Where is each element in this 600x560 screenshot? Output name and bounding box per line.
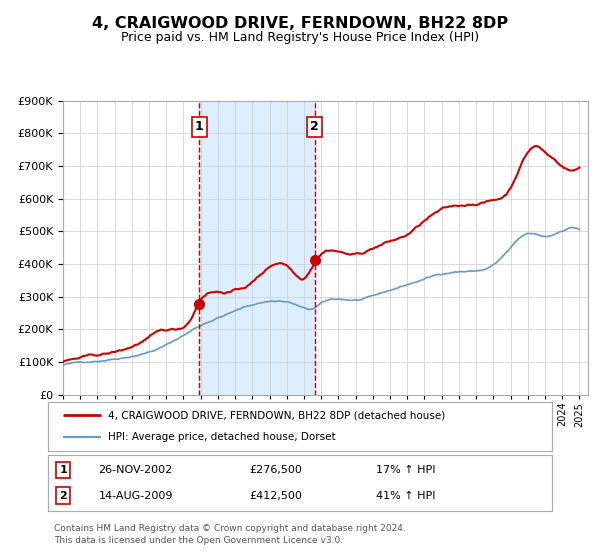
- Text: This data is licensed under the Open Government Licence v3.0.: This data is licensed under the Open Gov…: [54, 536, 343, 545]
- Text: £412,500: £412,500: [250, 491, 302, 501]
- Text: 14-AUG-2009: 14-AUG-2009: [98, 491, 173, 501]
- Text: Price paid vs. HM Land Registry's House Price Index (HPI): Price paid vs. HM Land Registry's House …: [121, 31, 479, 44]
- Text: 17% ↑ HPI: 17% ↑ HPI: [376, 465, 435, 475]
- Text: £276,500: £276,500: [250, 465, 302, 475]
- Text: HPI: Average price, detached house, Dorset: HPI: Average price, detached house, Dors…: [109, 432, 336, 442]
- Text: Contains HM Land Registry data © Crown copyright and database right 2024.: Contains HM Land Registry data © Crown c…: [54, 524, 406, 533]
- Text: 1: 1: [195, 120, 203, 133]
- Text: 2: 2: [59, 491, 67, 501]
- Text: 4, CRAIGWOOD DRIVE, FERNDOWN, BH22 8DP: 4, CRAIGWOOD DRIVE, FERNDOWN, BH22 8DP: [92, 16, 508, 31]
- Bar: [199, 101, 314, 395]
- Text: 26-NOV-2002: 26-NOV-2002: [98, 465, 173, 475]
- Text: 41% ↑ HPI: 41% ↑ HPI: [376, 491, 435, 501]
- Text: 2: 2: [310, 120, 319, 133]
- Text: 1: 1: [59, 465, 67, 475]
- Text: 4, CRAIGWOOD DRIVE, FERNDOWN, BH22 8DP (detached house): 4, CRAIGWOOD DRIVE, FERNDOWN, BH22 8DP (…: [109, 410, 446, 421]
